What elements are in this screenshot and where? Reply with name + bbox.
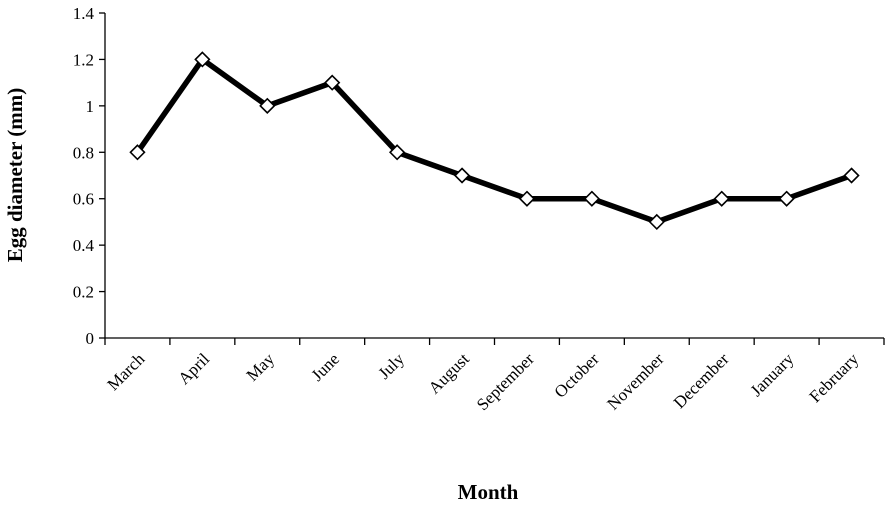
data-point — [194, 51, 211, 68]
x-tick-label: May — [243, 349, 279, 385]
data-point — [324, 74, 341, 91]
data-point — [259, 97, 276, 114]
y-axis-title: Egg diameter (mm) — [3, 88, 27, 263]
data-point — [129, 144, 146, 161]
x-tick-label: June — [308, 349, 343, 384]
x-tick-label: April — [174, 349, 213, 388]
data-point — [713, 190, 730, 207]
x-tick-label: January — [747, 349, 798, 400]
x-tick-label: February — [806, 349, 863, 406]
x-tick-label: July — [374, 349, 408, 383]
x-tick-label: March — [103, 349, 148, 394]
data-point — [518, 190, 536, 207]
x-axis: March April May June July August September Octo… — [103, 337, 885, 414]
data-point — [453, 167, 471, 184]
x-tick-label: December — [670, 349, 733, 412]
series-line — [134, 56, 855, 225]
data-point — [648, 213, 665, 231]
data-point — [388, 144, 406, 161]
x-tick-label: September — [473, 349, 538, 414]
x-axis-title: Month — [458, 480, 519, 504]
y-tick-label: 1.4 — [73, 4, 95, 23]
data-point — [843, 167, 860, 184]
series-layer — [129, 51, 860, 231]
y-tick-label: 0.4 — [73, 236, 95, 255]
data-point — [778, 190, 795, 207]
y-tick-label: 0.2 — [73, 283, 94, 302]
y-tick-label: 0 — [86, 329, 95, 348]
y-tick-label: 0.6 — [73, 190, 94, 209]
x-tick-label: November — [603, 349, 667, 413]
y-tick-label: 0.8 — [73, 143, 94, 162]
y-axis: 0 0.2 0.4 0.6 0.8 1 1.2 1.4 — [73, 4, 106, 348]
data-point — [583, 190, 601, 207]
y-tick-label: 1.2 — [73, 50, 94, 69]
x-tick-label: August — [425, 349, 473, 397]
x-tick-label: October — [551, 349, 603, 401]
y-tick-label: 1 — [86, 97, 95, 116]
